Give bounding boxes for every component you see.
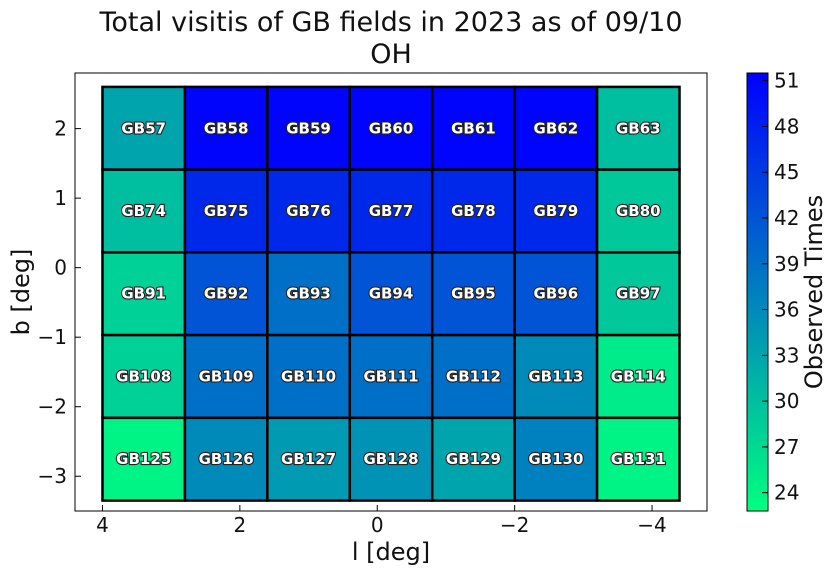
field-label: GB113 [528, 367, 583, 385]
colorbar-tick-label: 36 [774, 298, 799, 322]
heatmap-cells [101, 85, 681, 502]
field-label: GB74 [121, 202, 166, 220]
field-label: GB61 [451, 119, 496, 137]
x-tick-label: 0 [371, 513, 384, 537]
x-axis-label: l [deg] [352, 538, 430, 566]
y-tick-label: −3 [38, 464, 67, 488]
colorbar-tick-label: 27 [774, 435, 799, 459]
field-label: GB92 [204, 285, 249, 303]
colorbar-label: Observed Times [800, 195, 828, 389]
colorbar-tick-label: 51 [774, 69, 799, 93]
heatmap-cell [430, 168, 516, 254]
heatmap-cell [101, 416, 187, 502]
x-tick-label: −4 [637, 513, 666, 537]
field-label: GB59 [286, 119, 331, 137]
chart-title-line-1: Total visitis of GB fields in 2023 as of… [98, 7, 682, 38]
heatmap-cell [266, 416, 352, 502]
y-axis-ticks: 2 1 0 −1 −2 −3 [38, 117, 81, 488]
colorbar-tick-label: 30 [774, 389, 799, 413]
field-label: GB79 [534, 202, 579, 220]
field-label: GB109 [199, 367, 254, 385]
heatmap-cell [266, 251, 352, 337]
field-label: GB131 [611, 450, 666, 468]
x-tick-label: −2 [500, 513, 529, 537]
y-tick-label: 0 [54, 256, 67, 280]
field-label: GB75 [204, 202, 249, 220]
field-label: GB62 [534, 119, 579, 137]
heatmap-cell [101, 168, 187, 254]
plot-frame [74, 72, 708, 512]
colorbar-tick-label: 24 [774, 481, 799, 505]
heatmap-cell [430, 251, 516, 337]
field-label: GB126 [199, 450, 254, 468]
field-label: GB127 [281, 450, 336, 468]
field-label: GB130 [528, 450, 583, 468]
x-tick-label: 4 [96, 513, 109, 537]
field-label: GB93 [286, 285, 331, 303]
field-label: GB125 [116, 450, 171, 468]
heatmap-cell [513, 333, 599, 420]
heatmap-cell [595, 416, 681, 502]
field-label: GB128 [363, 450, 418, 468]
field-label: GB60 [369, 119, 414, 137]
x-tick-label: 2 [234, 513, 247, 537]
field-label: GB97 [616, 285, 661, 303]
field-label: GB76 [286, 202, 331, 220]
field-label: GB129 [446, 450, 501, 468]
y-axis-label: b [deg] [7, 249, 35, 336]
field-label: GB78 [451, 202, 496, 220]
field-label: GB110 [281, 367, 336, 385]
field-label: GB95 [451, 285, 496, 303]
heatmap-cell [513, 85, 599, 171]
colorbar-tick-label: 48 [774, 114, 799, 138]
heatmap-cell [513, 251, 599, 337]
colorbar-tick-label: 45 [774, 160, 799, 184]
heatmap-cell [595, 168, 681, 254]
field-label: GB111 [363, 367, 418, 385]
colorbar-tick-label: 39 [774, 252, 799, 276]
heatmap-cell [101, 333, 187, 420]
heatmap-cell [183, 251, 269, 337]
field-label: GB57 [121, 119, 166, 137]
field-label: GB112 [446, 367, 501, 385]
field-label: GB94 [369, 285, 414, 303]
y-tick-label: 2 [54, 117, 67, 141]
field-label: GB91 [121, 285, 166, 303]
colorbar-tick-label: 42 [774, 206, 799, 230]
colorbar-ticks: 24 27 30 33 36 39 42 45 48 51 [762, 69, 799, 505]
field-label: GB58 [204, 119, 249, 137]
heatmap-cell [266, 168, 352, 254]
heatmap-cell [513, 416, 599, 502]
heatmap-cell [183, 85, 269, 171]
y-tick-label: 1 [54, 186, 67, 210]
field-label: GB96 [534, 285, 579, 303]
y-tick-label: −2 [38, 395, 67, 419]
field-label: GB77 [369, 202, 414, 220]
chart-title-line-2: OH [370, 39, 412, 70]
x-axis-ticks: 4 2 0 −2 −4 [96, 505, 667, 537]
colorbar [746, 72, 769, 512]
heatmap-labels: GB57 GB58 GB59 GB60 GB61 GB62 GB63 GB74 GB75 GB76… [115, 118, 667, 469]
heatmap-cell [183, 333, 269, 420]
heatmap-cell [101, 85, 187, 171]
field-label: GB108 [116, 367, 171, 385]
field-label: GB80 [616, 202, 661, 220]
y-tick-label: −1 [38, 325, 67, 349]
field-label: GB114 [611, 367, 666, 385]
field-label: GB63 [616, 119, 661, 137]
heatmap-cell [595, 251, 681, 337]
colorbar-tick-label: 33 [774, 343, 799, 367]
